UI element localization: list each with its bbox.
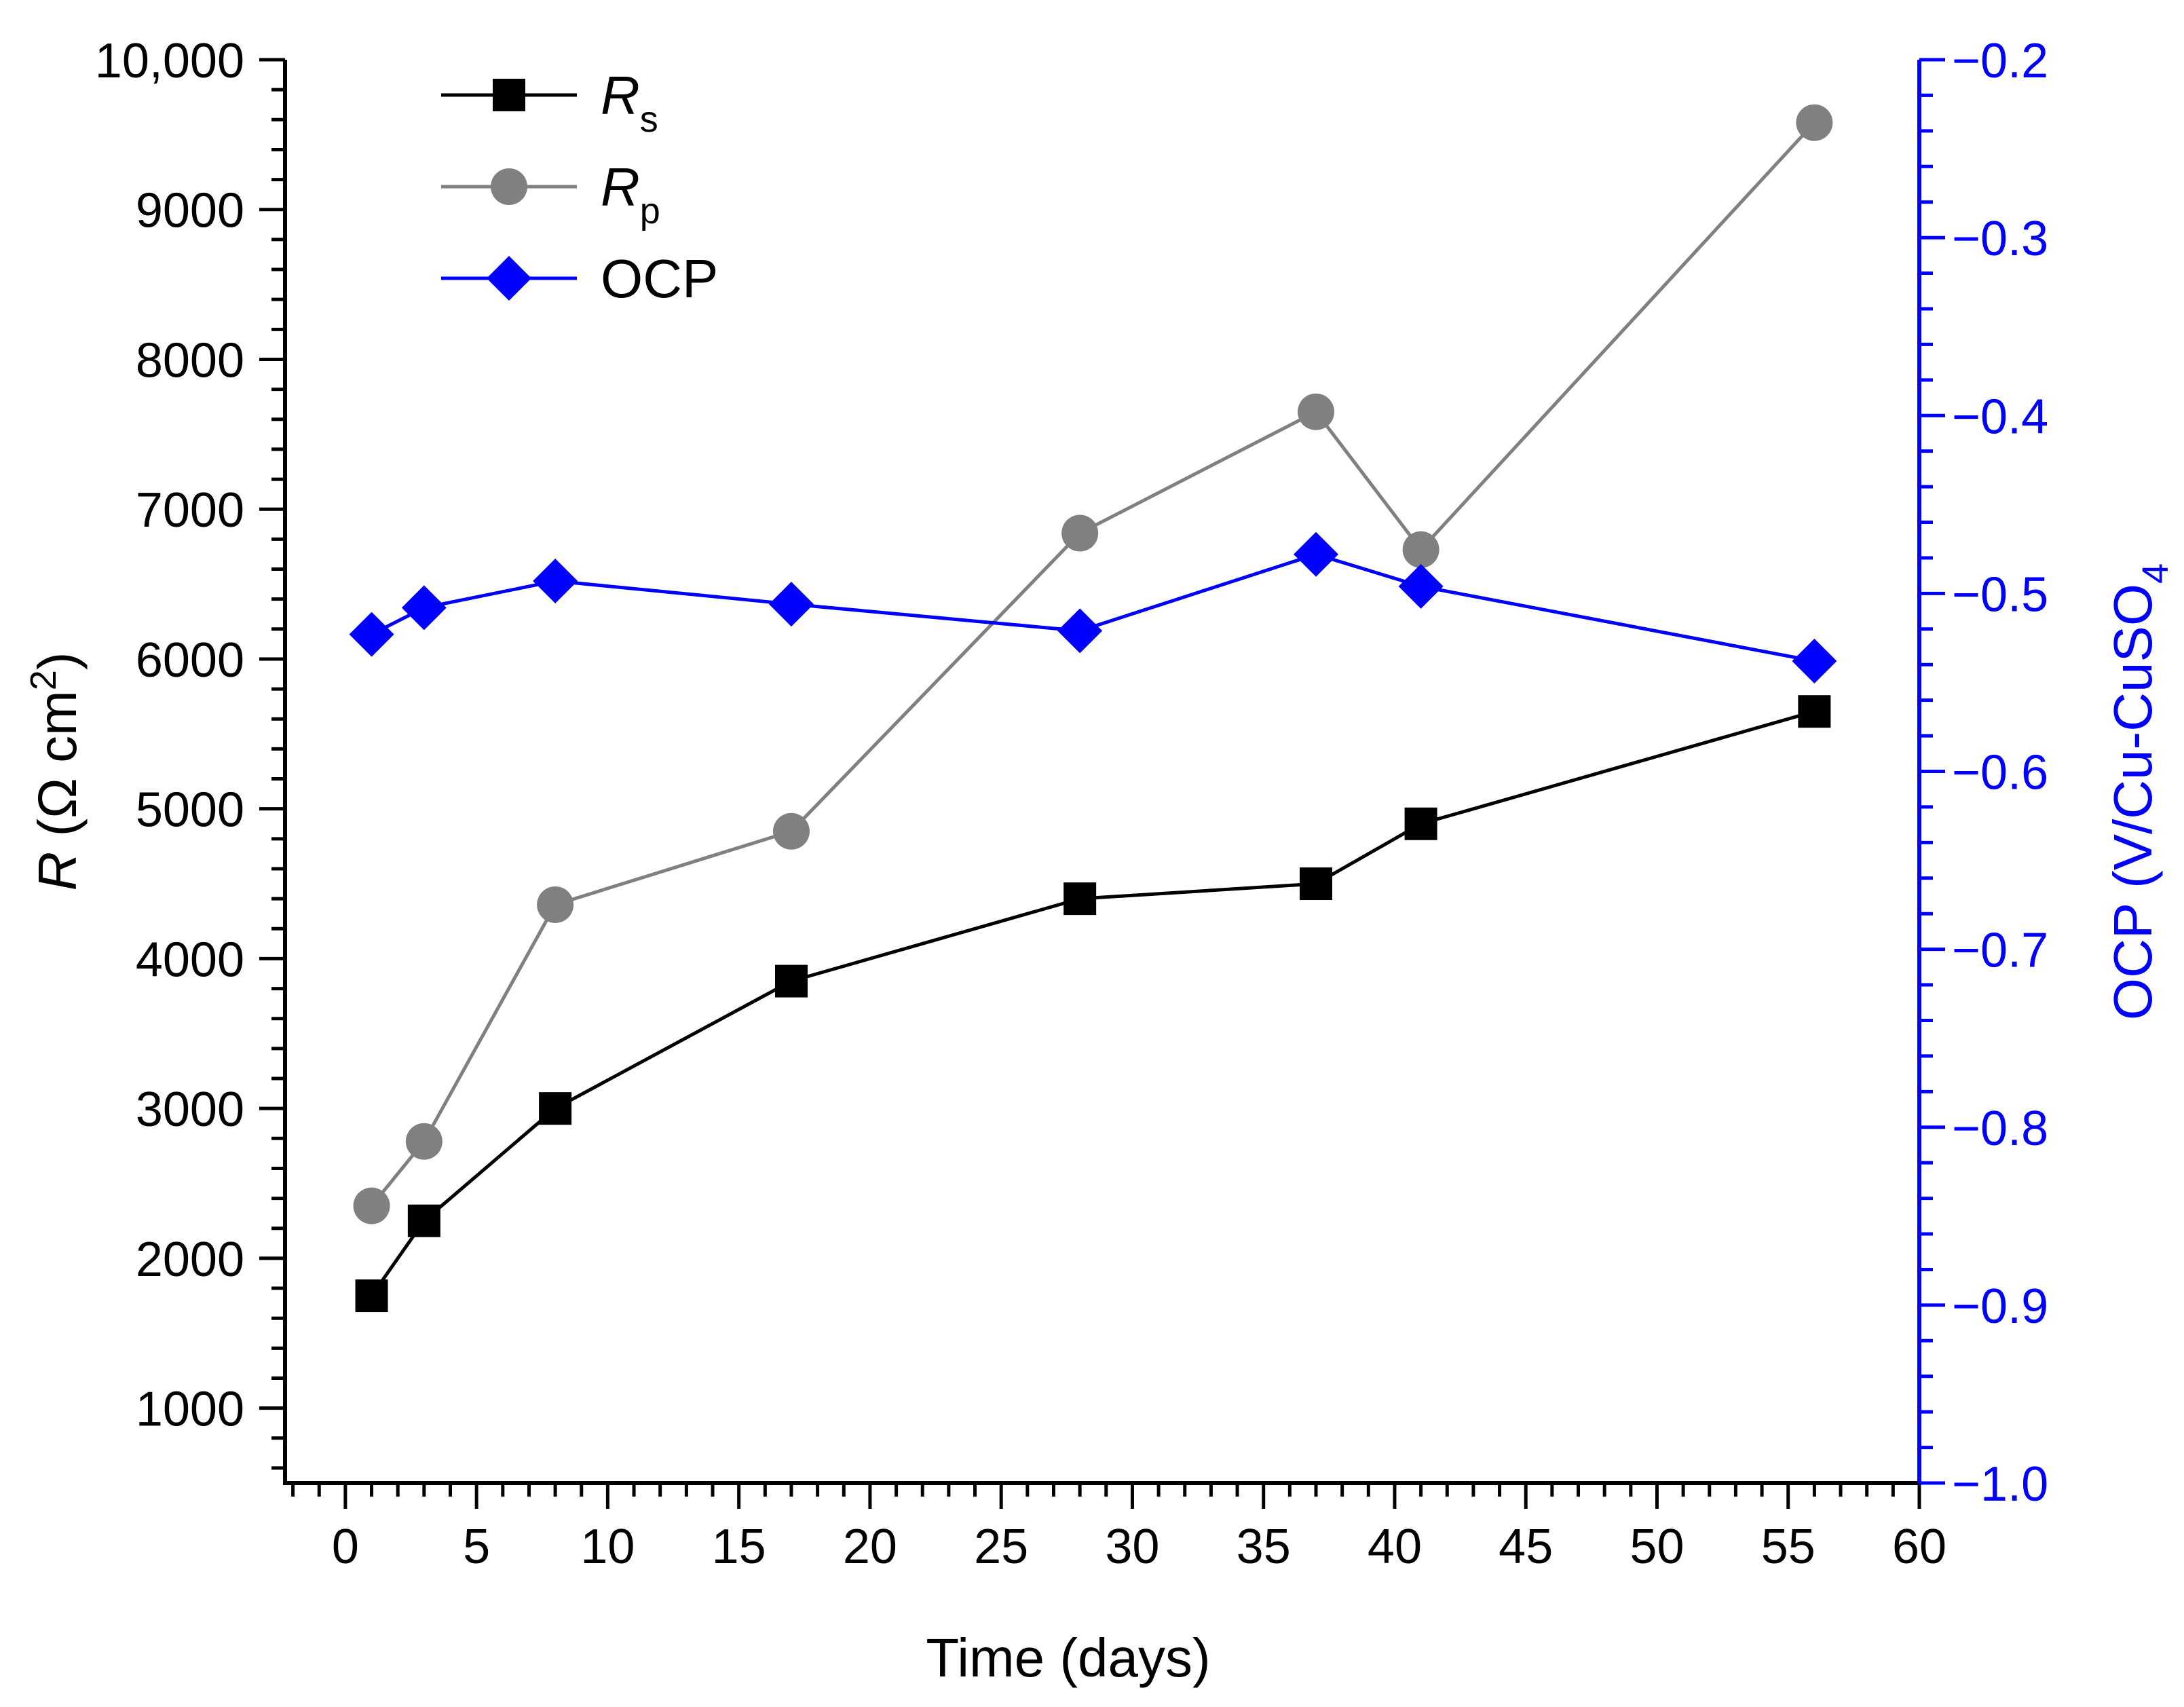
Rs-point xyxy=(1300,867,1333,901)
Rs-point xyxy=(355,1279,388,1313)
y-right-tick-label: −0.6 xyxy=(1952,746,2048,800)
legend-label: Rp xyxy=(601,157,660,231)
y-left-axis-title: R (Ω cm2) xyxy=(23,652,88,890)
Rs-point xyxy=(539,1092,572,1125)
OCP-point xyxy=(1294,531,1339,577)
Rp-point xyxy=(1402,531,1439,568)
x-tick-label: 5 xyxy=(463,1520,490,1574)
OCP-point xyxy=(1398,563,1444,609)
y-left-tick-label: 4000 xyxy=(136,933,244,987)
y-left-tick-label: 3000 xyxy=(136,1083,244,1137)
series-OCP xyxy=(349,531,1837,683)
Rp-point xyxy=(353,1187,390,1224)
y-right-tick-label: −0.9 xyxy=(1952,1279,2048,1334)
y-right-tick-label: −0.2 xyxy=(1952,34,2048,88)
y-right-tick-label: −0.4 xyxy=(1952,390,2048,444)
OCP-point xyxy=(401,585,447,631)
OCP-point xyxy=(533,559,578,604)
series-Rp xyxy=(353,104,1833,1224)
y-right-tick-label: −0.7 xyxy=(1952,924,2048,978)
x-tick-label: 45 xyxy=(1499,1520,1553,1574)
x-tick-label: 20 xyxy=(843,1520,897,1574)
Rp-point xyxy=(1796,104,1833,141)
Rp-line xyxy=(370,121,1816,1207)
Rs-point xyxy=(407,1204,440,1237)
series-Rs xyxy=(355,695,1831,1313)
OCP-point xyxy=(1792,638,1837,683)
legend-item-Rs: Rs xyxy=(441,65,658,140)
Rp-point xyxy=(405,1123,443,1160)
series-layer xyxy=(349,104,1837,1313)
legend: Rs Rp OCP xyxy=(441,65,718,309)
OCP-line xyxy=(371,552,1815,663)
Rp-point xyxy=(537,886,574,923)
x-tick-label: 0 xyxy=(332,1520,359,1574)
y-left-tick-label: 10,000 xyxy=(95,34,244,88)
axes: 0 5 10 15 20 25 30 35 40 45 50 55 60 1000 2000 3000 4000… xyxy=(95,34,2048,1574)
OCP-point xyxy=(768,582,814,627)
Rp-point xyxy=(1061,514,1099,552)
x-tick-label: 10 xyxy=(580,1520,635,1574)
y-right-axis-title: OCP (V/Cu-CuSO4 xyxy=(2103,563,2176,1020)
x-tick-label: 40 xyxy=(1368,1520,1422,1574)
y-left-tick-label: 1000 xyxy=(136,1383,244,1437)
x-axis-title: Time (days) xyxy=(926,1628,1210,1688)
y-left-tick-label: 8000 xyxy=(136,333,244,388)
y-left-tick-label: 2000 xyxy=(136,1233,244,1287)
y-right-tick-label: −1.0 xyxy=(1952,1457,2048,1512)
legend-marker xyxy=(487,256,531,301)
x-tick-label: 30 xyxy=(1105,1520,1159,1574)
y-left-tick-label: 6000 xyxy=(136,633,244,688)
x-tick-label: 55 xyxy=(1761,1520,1815,1574)
OCP-point xyxy=(1057,608,1103,654)
legend-marker xyxy=(491,168,527,205)
x-tick-label: 35 xyxy=(1237,1520,1291,1574)
x-tick-label: 25 xyxy=(974,1520,1028,1574)
y-right-tick-label: −0.8 xyxy=(1952,1102,2048,1156)
legend-item-OCP: OCP xyxy=(441,248,718,309)
legend-label: OCP xyxy=(601,248,718,309)
y-right-tick-label: −0.5 xyxy=(1952,567,2048,622)
y-left-tick-label: 9000 xyxy=(136,184,244,238)
Rp-point xyxy=(1298,393,1335,430)
axis-titles: Time (days) R (Ω cm2) OCP (V/Cu-CuSO4 xyxy=(23,563,2176,1688)
y-left-tick-label: 7000 xyxy=(136,483,244,538)
x-tick-label: 50 xyxy=(1630,1520,1684,1574)
x-tick-label: 15 xyxy=(712,1520,766,1574)
y-left-tick-label: 5000 xyxy=(136,783,244,838)
Rs-point xyxy=(1404,807,1437,840)
x-tick-label: 60 xyxy=(1892,1520,1946,1574)
OCP-point xyxy=(349,612,394,657)
Rs-line xyxy=(370,709,1815,1297)
legend-marker xyxy=(493,79,525,111)
Rs-point xyxy=(774,964,808,998)
Rp-point xyxy=(772,812,810,850)
legend-label: Rs xyxy=(601,65,658,140)
Rs-point xyxy=(1063,882,1097,916)
y-right-tick-label: −0.3 xyxy=(1952,212,2048,266)
Rs-point xyxy=(1798,695,1831,728)
legend-item-Rp: Rp xyxy=(441,157,660,231)
